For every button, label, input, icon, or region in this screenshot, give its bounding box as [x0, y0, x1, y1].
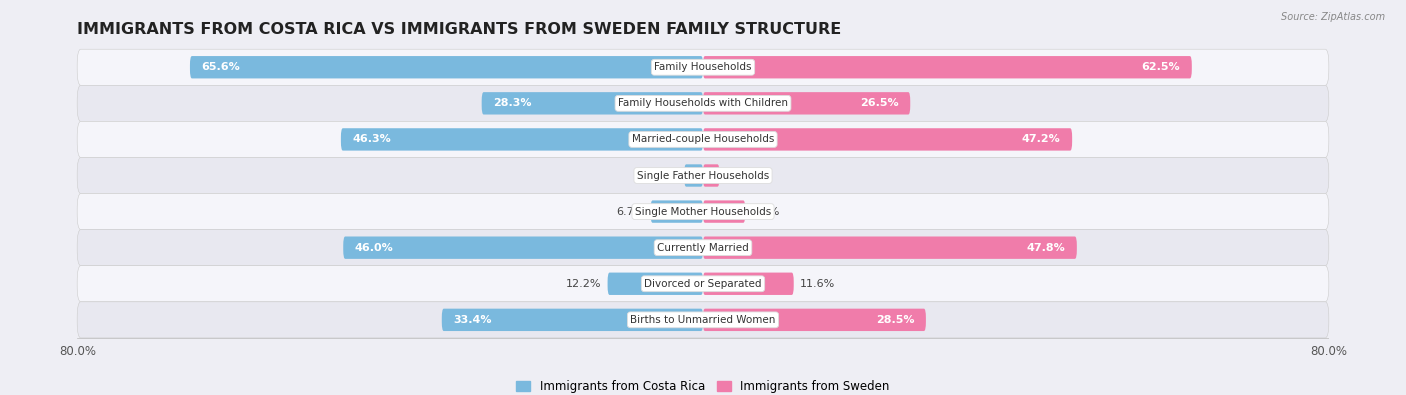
FancyBboxPatch shape: [77, 266, 1329, 302]
FancyBboxPatch shape: [703, 164, 720, 187]
Text: 46.0%: 46.0%: [354, 243, 394, 253]
Text: Births to Unmarried Women: Births to Unmarried Women: [630, 315, 776, 325]
FancyBboxPatch shape: [77, 302, 1329, 338]
FancyBboxPatch shape: [77, 85, 1329, 121]
FancyBboxPatch shape: [77, 121, 1329, 158]
FancyBboxPatch shape: [703, 92, 910, 115]
FancyBboxPatch shape: [482, 92, 703, 115]
Text: Family Households with Children: Family Households with Children: [619, 98, 787, 108]
FancyBboxPatch shape: [77, 49, 1329, 85]
Text: 6.7%: 6.7%: [616, 207, 644, 216]
FancyBboxPatch shape: [703, 56, 1192, 79]
Text: Source: ZipAtlas.com: Source: ZipAtlas.com: [1281, 12, 1385, 22]
Text: 47.8%: 47.8%: [1026, 243, 1066, 253]
FancyBboxPatch shape: [607, 273, 703, 295]
Text: Single Father Households: Single Father Households: [637, 171, 769, 181]
Text: 2.4%: 2.4%: [650, 171, 678, 181]
Text: 62.5%: 62.5%: [1142, 62, 1180, 72]
Text: Divorced or Separated: Divorced or Separated: [644, 279, 762, 289]
Text: Single Mother Households: Single Mother Households: [636, 207, 770, 216]
Text: 26.5%: 26.5%: [860, 98, 898, 108]
FancyBboxPatch shape: [651, 200, 703, 223]
Text: 12.2%: 12.2%: [565, 279, 602, 289]
Text: Married-couple Households: Married-couple Households: [631, 134, 775, 145]
FancyBboxPatch shape: [703, 200, 745, 223]
FancyBboxPatch shape: [77, 194, 1329, 229]
Text: IMMIGRANTS FROM COSTA RICA VS IMMIGRANTS FROM SWEDEN FAMILY STRUCTURE: IMMIGRANTS FROM COSTA RICA VS IMMIGRANTS…: [77, 21, 842, 36]
FancyBboxPatch shape: [703, 128, 1073, 150]
FancyBboxPatch shape: [685, 164, 703, 187]
Text: 5.4%: 5.4%: [751, 207, 780, 216]
Text: Family Households: Family Households: [654, 62, 752, 72]
FancyBboxPatch shape: [340, 128, 703, 150]
Text: 11.6%: 11.6%: [800, 279, 835, 289]
Text: Currently Married: Currently Married: [657, 243, 749, 253]
FancyBboxPatch shape: [703, 273, 794, 295]
FancyBboxPatch shape: [703, 237, 1077, 259]
Text: 28.5%: 28.5%: [876, 315, 914, 325]
Legend: Immigrants from Costa Rica, Immigrants from Sweden: Immigrants from Costa Rica, Immigrants f…: [512, 376, 894, 395]
Text: 65.6%: 65.6%: [201, 62, 240, 72]
Text: 47.2%: 47.2%: [1022, 134, 1060, 145]
Text: 46.3%: 46.3%: [353, 134, 391, 145]
FancyBboxPatch shape: [77, 229, 1329, 266]
FancyBboxPatch shape: [77, 158, 1329, 194]
FancyBboxPatch shape: [343, 237, 703, 259]
FancyBboxPatch shape: [190, 56, 703, 79]
FancyBboxPatch shape: [441, 308, 703, 331]
Text: 33.4%: 33.4%: [454, 315, 492, 325]
Text: 28.3%: 28.3%: [494, 98, 531, 108]
FancyBboxPatch shape: [703, 308, 927, 331]
Text: 2.1%: 2.1%: [725, 171, 754, 181]
